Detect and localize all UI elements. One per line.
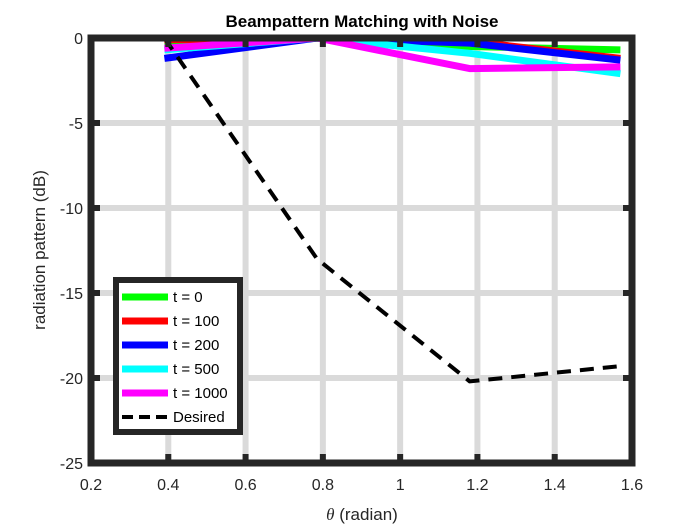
- legend-label: t = 0: [173, 289, 203, 306]
- legend-label: t = 100: [173, 313, 219, 330]
- x-tick-label: 1.6: [621, 477, 643, 494]
- x-tick-label: 1.2: [466, 477, 488, 494]
- legend: t = 0 t = 100 t = 200 t = 500 t = 1000 Desire…: [113, 277, 243, 435]
- legend-label: t = 1000: [173, 385, 228, 402]
- x-tick-label: 1.4: [544, 477, 566, 494]
- y-tick-label: -10: [60, 201, 83, 218]
- legend-items: t = 0 t = 100 t = 200 t = 500 t = 1000 Desire…: [122, 289, 228, 426]
- chart-title: Beampattern Matching with Noise: [226, 12, 499, 31]
- x-tick-label: 0.4: [157, 477, 179, 494]
- x-axis-symbol: θ: [326, 505, 334, 524]
- y-axis-label: radiation pattern (dB): [30, 170, 49, 330]
- y-tick-label: -15: [60, 286, 83, 303]
- x-tick-labels: 0.2 0.4 0.6 0.8 1 1.2 1.4 1.6: [80, 477, 643, 494]
- series-line-t-1000: [164, 34, 621, 73]
- y-tick-label: -25: [60, 456, 83, 473]
- legend-label: t = 500: [173, 361, 219, 378]
- legend-label: Desired: [173, 409, 225, 426]
- series-line-desired: [162, 36, 621, 384]
- plot-frame: [87, 34, 636, 467]
- y-tick-labels: 0 -5 -10 -15 -20 -25: [60, 31, 83, 473]
- y-tick-label: -5: [69, 116, 83, 133]
- x-tick-label: 0.8: [312, 477, 334, 494]
- x-tick-label: 1: [396, 477, 405, 494]
- x-axis-unit: (radian): [335, 505, 398, 524]
- y-tick-label: -20: [60, 371, 83, 388]
- x-tick-label: 0.2: [80, 477, 102, 494]
- x-tick-label: 0.6: [234, 477, 256, 494]
- y-tick-label: 0: [74, 31, 83, 48]
- tick-marks: [88, 35, 635, 466]
- legend-label: t = 200: [173, 337, 219, 354]
- legend-box: [113, 277, 243, 435]
- x-axis-label: θ (radian): [326, 505, 398, 524]
